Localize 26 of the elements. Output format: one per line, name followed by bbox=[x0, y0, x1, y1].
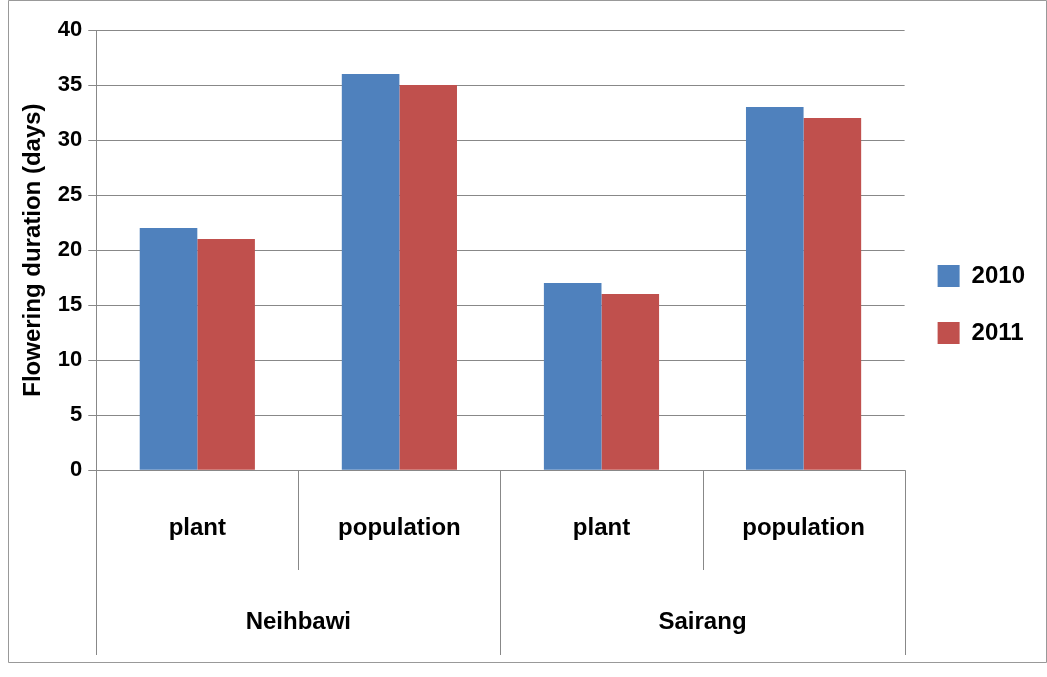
bar bbox=[543, 283, 602, 470]
y-tick-label: 15 bbox=[57, 291, 83, 317]
y-tick-label: 20 bbox=[57, 236, 83, 262]
y-axis-title: Flowering duration (days) bbox=[18, 103, 46, 397]
y-tick-label: 5 bbox=[70, 401, 83, 427]
legend-label: 2010 bbox=[971, 260, 1025, 288]
x-tick-label: plant bbox=[168, 513, 226, 541]
bar bbox=[341, 74, 400, 470]
x-tick-label: population bbox=[742, 513, 865, 541]
bar bbox=[601, 294, 660, 470]
bar bbox=[803, 118, 862, 470]
legend-label: 2011 bbox=[971, 317, 1024, 345]
y-tick-label: 30 bbox=[57, 126, 83, 152]
y-tick-label: 0 bbox=[70, 456, 83, 482]
bar bbox=[197, 239, 255, 470]
x-tick-label: plant bbox=[572, 513, 631, 541]
text: Sairang bbox=[658, 606, 747, 634]
bar bbox=[745, 107, 804, 470]
y-tick-label: 25 bbox=[57, 181, 83, 207]
y-tick-label: 40 bbox=[57, 16, 83, 42]
bar bbox=[399, 85, 457, 470]
x-tick-label: population bbox=[338, 513, 461, 541]
y-tick-label: 35 bbox=[57, 71, 83, 97]
text: Neihbawi bbox=[245, 606, 352, 634]
y-tick-label: 10 bbox=[57, 346, 83, 372]
bar bbox=[139, 228, 198, 470]
